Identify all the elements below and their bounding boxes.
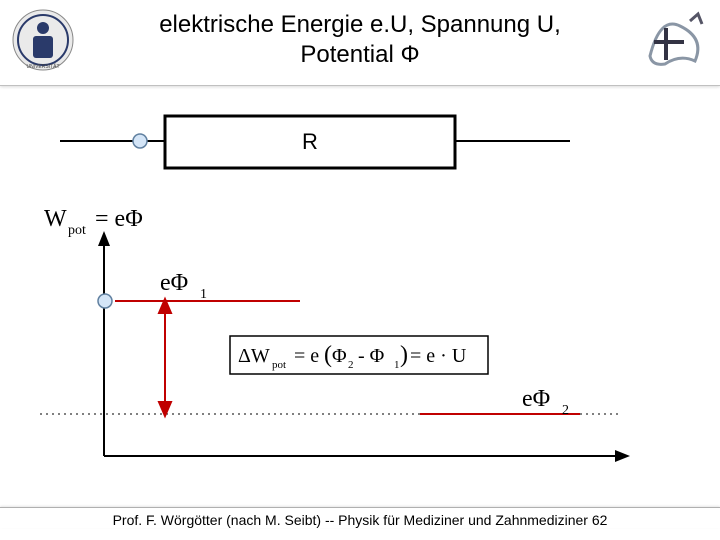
svg-text:= e · U: = e · U bbox=[410, 345, 467, 367]
svg-text:1: 1 bbox=[200, 287, 207, 302]
svg-text:pot: pot bbox=[68, 223, 86, 238]
svg-text:W: W bbox=[44, 206, 67, 232]
slide-title: elektrische Energie e.U, Spannung U, Pot… bbox=[100, 10, 620, 70]
charge-dot-2 bbox=[98, 294, 112, 308]
slide-header: UNIVERSITÄT elektrische Energie e.U, Spa… bbox=[0, 0, 720, 86]
svg-text:Φ: Φ bbox=[332, 345, 347, 367]
svg-text:(: ( bbox=[324, 342, 332, 368]
red-double-arrow bbox=[159, 299, 171, 416]
svg-text:- Φ: - Φ bbox=[358, 345, 385, 367]
svg-text:2: 2 bbox=[348, 359, 354, 371]
footer-text: Prof. F. Wörgötter (nach M. Seibt) -- Ph… bbox=[113, 512, 608, 528]
diagram: R W pot = eΦ bbox=[0, 86, 720, 500]
svg-text:eΦ: eΦ bbox=[160, 270, 188, 296]
svg-text:pot: pot bbox=[272, 359, 286, 371]
charge-dot-1 bbox=[133, 134, 147, 148]
svg-text:ΔW: ΔW bbox=[238, 345, 270, 367]
svg-text:2: 2 bbox=[562, 403, 569, 418]
svg-text:eΦ: eΦ bbox=[522, 386, 550, 412]
svg-text:UNIVERSITÄT: UNIVERSITÄT bbox=[26, 63, 59, 70]
equation-wpot: W pot = eΦ bbox=[44, 206, 143, 238]
svg-text:= e: = e bbox=[294, 345, 319, 367]
label-ephi1: eΦ 1 bbox=[160, 270, 207, 302]
slide-footer: Prof. F. Wörgötter (nach M. Seibt) -- Ph… bbox=[0, 507, 720, 528]
svg-text:): ) bbox=[400, 342, 408, 368]
logo-right bbox=[640, 6, 714, 74]
title-line-1: elektrische Energie e.U, Spannung U, bbox=[159, 11, 561, 38]
logo-left: UNIVERSITÄT bbox=[6, 6, 80, 74]
resistor-label: R bbox=[302, 129, 318, 154]
svg-text:= eΦ: = eΦ bbox=[95, 206, 143, 232]
title-line-2: Potential Φ bbox=[300, 41, 419, 68]
svg-text:1: 1 bbox=[394, 359, 400, 371]
